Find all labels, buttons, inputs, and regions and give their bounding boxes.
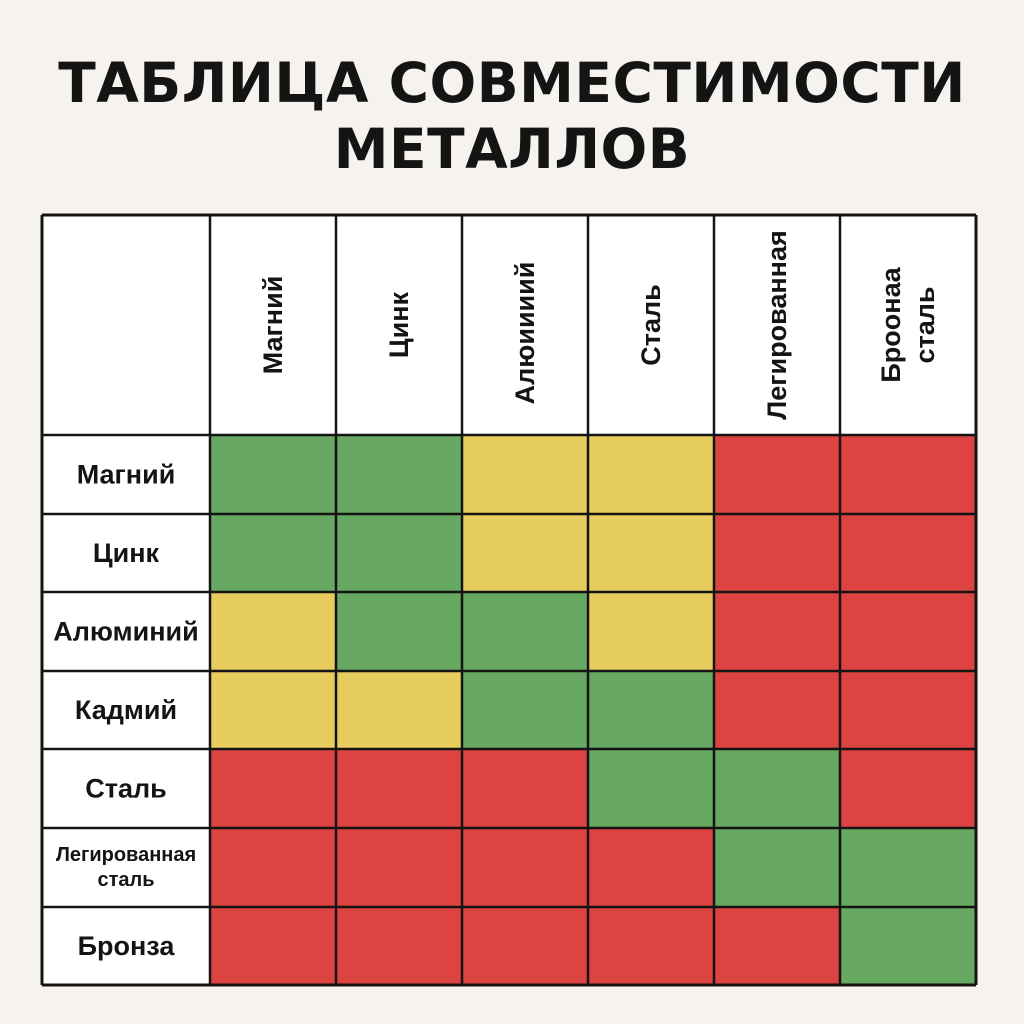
- cell-green: [714, 828, 840, 907]
- row-header-label: Легированная: [56, 844, 196, 866]
- cell-green: [462, 592, 588, 671]
- cell-red: [714, 907, 840, 985]
- cell-green: [336, 592, 462, 671]
- cell-red: [462, 828, 588, 907]
- cell-yellow: [588, 435, 714, 514]
- title-line-2: МЕТАЛЛОВ: [333, 117, 691, 181]
- row-header-label: Магний: [77, 460, 176, 490]
- cell-red: [336, 828, 462, 907]
- column-header-label: Броонаа: [876, 266, 906, 382]
- cell-red: [588, 907, 714, 985]
- row-header-label: Бронза: [78, 931, 176, 961]
- cell-green: [714, 749, 840, 828]
- cell-red: [840, 592, 976, 671]
- cell-red: [210, 828, 336, 907]
- cell-red: [714, 592, 840, 671]
- row-header-label: сталь: [97, 869, 154, 891]
- cell-green: [840, 907, 976, 985]
- row-label-column-bg: [42, 435, 210, 985]
- cell-green: [336, 435, 462, 514]
- cell-red: [714, 435, 840, 514]
- cell-yellow: [588, 592, 714, 671]
- column-header-1: Цинк: [384, 291, 414, 358]
- cell-yellow: [462, 435, 588, 514]
- cell-green: [840, 828, 976, 907]
- cell-red: [714, 514, 840, 592]
- cell-green: [336, 514, 462, 592]
- row-header-label: Сталь: [85, 774, 167, 804]
- cell-yellow: [210, 592, 336, 671]
- column-header-label: Цинк: [384, 291, 414, 358]
- cell-red: [210, 907, 336, 985]
- cell-green: [588, 671, 714, 749]
- row-header-label: Кадмий: [75, 695, 177, 725]
- column-header-label: Легированная: [762, 230, 792, 419]
- column-header-label: сталь: [910, 286, 940, 363]
- cell-red: [840, 514, 976, 592]
- cell-green: [210, 435, 336, 514]
- cell-yellow: [336, 671, 462, 749]
- column-header-2: Алюиииий: [510, 262, 540, 405]
- cell-red: [840, 671, 976, 749]
- cell-red: [714, 671, 840, 749]
- row-header-label: Алюминий: [53, 617, 198, 647]
- cell-red: [210, 749, 336, 828]
- cell-yellow: [462, 514, 588, 592]
- cell-red: [588, 828, 714, 907]
- cell-red: [840, 749, 976, 828]
- cell-red: [840, 435, 976, 514]
- cell-green: [588, 749, 714, 828]
- cell-red: [336, 907, 462, 985]
- column-header-label: Алюиииий: [510, 262, 540, 405]
- column-header-label: Магний: [258, 276, 288, 375]
- cell-red: [336, 749, 462, 828]
- cell-red: [462, 749, 588, 828]
- cell-green: [462, 671, 588, 749]
- page-title: ТАБЛИЦА СОВМЕСТИМОСТИ МЕТАЛЛОВ: [0, 50, 1024, 182]
- column-header-3: Сталь: [636, 284, 666, 366]
- column-header-0: Магний: [258, 276, 288, 375]
- cell-yellow: [210, 671, 336, 749]
- cell-green: [210, 514, 336, 592]
- cell-yellow: [588, 514, 714, 592]
- column-header-4: Легированная: [762, 230, 792, 419]
- grid-lines: [40, 213, 978, 987]
- column-header-5: Броонаа сталь: [876, 266, 940, 382]
- cell-red: [462, 907, 588, 985]
- header-row-bg: [42, 215, 976, 435]
- column-header-label: Сталь: [636, 284, 666, 366]
- title-line-1: ТАБЛИЦА СОВМЕСТИМОСТИ: [58, 51, 966, 115]
- row-header-label: Цинк: [93, 538, 160, 568]
